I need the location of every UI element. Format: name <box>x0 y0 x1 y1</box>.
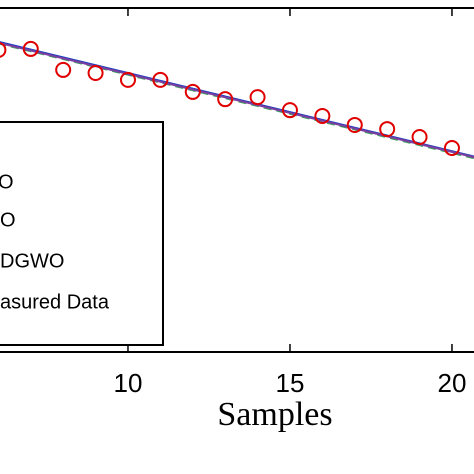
data-point <box>443 140 460 157</box>
legend-label: DGWO <box>0 250 64 272</box>
data-point <box>0 42 7 58</box>
model-line <box>0 42 474 159</box>
legend-label: asured Data <box>0 291 110 313</box>
data-point <box>346 116 363 133</box>
data-point <box>314 108 331 125</box>
data-point <box>119 71 136 88</box>
x-axis-label: Samples <box>217 396 332 433</box>
data-point <box>217 91 234 108</box>
data-point <box>249 89 266 106</box>
data-point <box>55 61 72 78</box>
data-point <box>22 40 39 57</box>
data-point <box>87 65 104 82</box>
data-point <box>411 129 428 145</box>
legend-label: O <box>0 209 16 231</box>
legend-box <box>0 121 164 346</box>
data-point <box>281 102 298 119</box>
x-tick-label: 10 <box>114 368 143 398</box>
data-point <box>152 71 169 88</box>
data-point <box>379 121 396 138</box>
x-tick-label: 20 <box>438 368 467 398</box>
x-tick-label: 15 <box>276 368 305 398</box>
legend-label: O <box>0 171 14 193</box>
data-point <box>184 83 201 100</box>
